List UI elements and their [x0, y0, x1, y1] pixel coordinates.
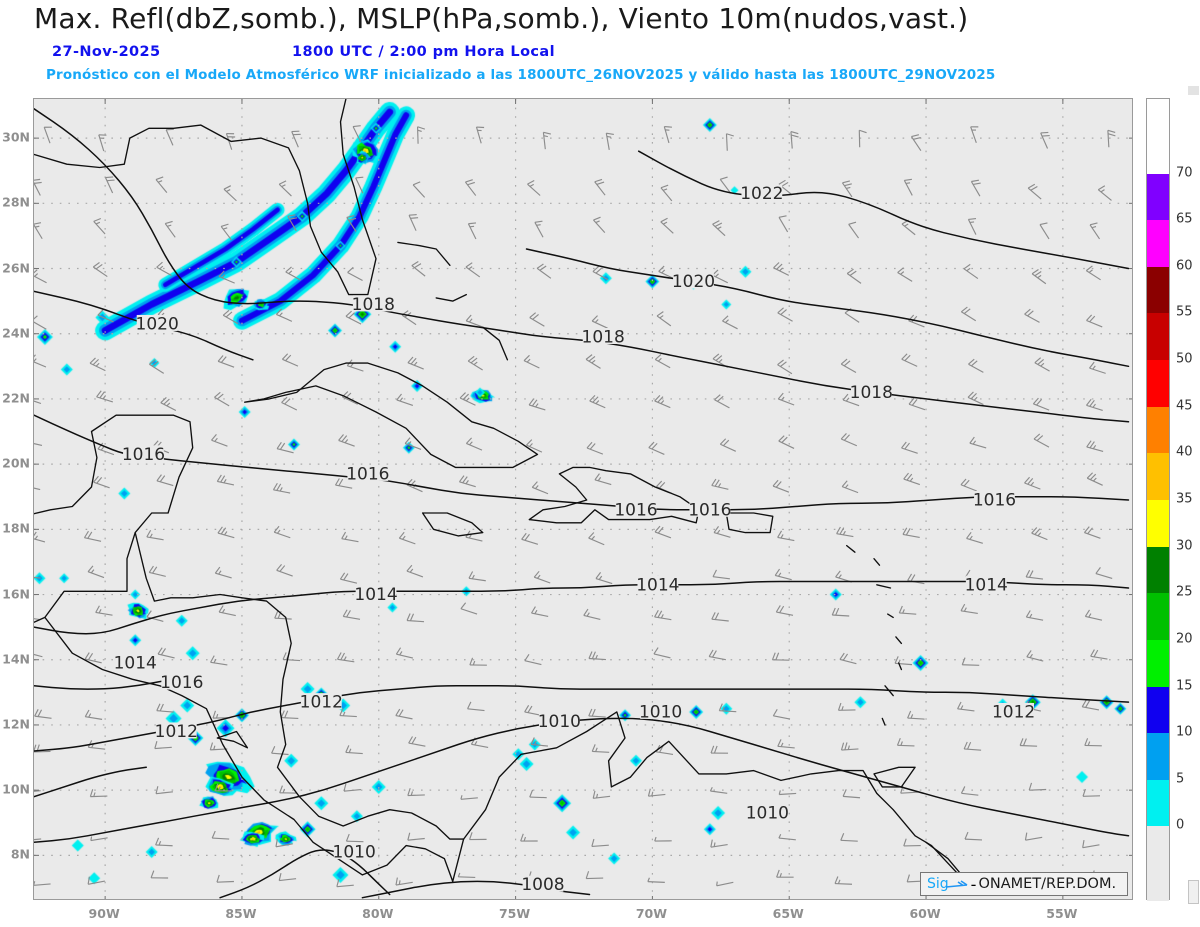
isobar-label: 1018 — [352, 295, 395, 315]
colorbar-segment-65-70 — [1147, 173, 1169, 221]
isobar-label: 1016 — [346, 464, 389, 484]
lat-tick-10n: 10N — [2, 781, 30, 797]
wind-barb-icon — [945, 877, 971, 891]
isobar-label: 1014 — [354, 585, 397, 605]
isobar-label: 1008 — [521, 875, 564, 895]
colorbar-segment-60-65 — [1147, 220, 1169, 267]
isobar-label: 1020 — [136, 314, 179, 334]
isobar-label: 1016 — [614, 500, 657, 520]
colorbar-segment-10-15 — [1147, 686, 1169, 734]
lat-tick-28n: 28N — [2, 194, 30, 210]
scrollbar-artifact-top — [1188, 86, 1199, 95]
lon-tick-65w: 65W — [772, 906, 804, 921]
coastline-layer — [34, 99, 985, 896]
colorbar-tick-15: 15 — [1176, 678, 1193, 693]
lat-tick-20n: 20N — [2, 455, 30, 471]
title-block: Max. Refl(dbZ,somb.), MSLP(hPa,somb.), V… — [0, 0, 1200, 96]
colorbar-segment-50-55 — [1147, 313, 1169, 361]
colorbar-segment-25-30 — [1147, 546, 1169, 594]
colorbar-segment-30-35 — [1147, 500, 1169, 547]
colorbar-segment-under — [1147, 826, 1169, 901]
isobar-label: 1018 — [850, 383, 893, 403]
colorbar-segment-15-20 — [1147, 639, 1169, 687]
isobar-label: 1012 — [155, 722, 198, 742]
colorbar-segment-45-50 — [1147, 360, 1169, 407]
colorbar-tick-35: 35 — [1176, 491, 1193, 507]
colorbar-segment-0-5 — [1147, 779, 1169, 827]
colorbar-segment-5-10 — [1147, 733, 1169, 780]
wind-barb-field — [34, 125, 1116, 889]
colorbar-tick-0: 0 — [1176, 817, 1185, 833]
colorbar-tick-40: 40 — [1176, 444, 1193, 460]
isobar-label: 1020 — [672, 272, 715, 292]
colorbar-segment-over — [1147, 99, 1169, 174]
lat-tick-22n: 22N — [2, 390, 30, 406]
lat-tick-18n: 18N — [2, 520, 30, 536]
isobar-label: 1014 — [965, 575, 1008, 595]
forecast-time: 1800 UTC / 2:00 pm Hora Local — [292, 44, 555, 60]
isobar-label: 1014 — [636, 575, 679, 595]
colorbar-tick-10: 10 — [1176, 724, 1193, 740]
lat-tick-12n: 12N — [2, 716, 30, 732]
colorbar-tick-60: 60 — [1176, 258, 1193, 274]
sig-label: Sig — [927, 876, 949, 892]
axis-ticks — [34, 99, 1132, 899]
colorbar-segment-20-25 — [1147, 593, 1169, 640]
lat-tick-26n: 26N — [2, 260, 30, 276]
colorbar-tick-50: 50 — [1176, 351, 1193, 367]
lon-tick-55w: 55W — [1046, 906, 1078, 921]
colorbar-segment-55-60 — [1147, 266, 1169, 314]
colorbar-tick-55: 55 — [1176, 304, 1193, 320]
lon-tick-70w: 70W — [635, 906, 667, 921]
graticule — [34, 99, 1132, 899]
scrollbar-artifact[interactable] — [1188, 880, 1199, 904]
source-legend-box: Sig - ONAMET/REP.DOM. — [920, 872, 1128, 896]
isobar-label: 1010 — [746, 803, 789, 823]
isobar-label: 1012 — [992, 702, 1035, 722]
colorbar-tick-20: 20 — [1176, 631, 1193, 647]
lon-tick-85w: 85W — [225, 906, 257, 921]
isobar-label: 1022 — [740, 184, 783, 204]
isobar-label: 1014 — [114, 654, 157, 674]
colorbar-segment-40-45 — [1147, 406, 1169, 454]
colorbar-segment-35-40 — [1147, 453, 1169, 500]
colorbar-tick-45: 45 — [1176, 398, 1193, 414]
forecast-date: 27-Nov-2025 — [52, 44, 161, 60]
colorbar-tick-25: 25 — [1176, 584, 1193, 600]
legend-separator: - — [970, 874, 977, 894]
lat-tick-16n: 16N — [2, 586, 30, 602]
lon-tick-90w: 90W — [88, 906, 120, 921]
isobar-label-layer: 1022 1020 1020 1018 1018 1018 1016 1016 1016 1016… — [114, 184, 1036, 895]
latitude-axis: 30N 28N 26N 24N 22N 20N 18N 16N 14N 12N 10N 8N — [0, 0, 33, 927]
lon-tick-60w: 60W — [909, 906, 941, 921]
map-overlay-layer: 1022 1020 1020 1018 1018 1018 1016 1016 1016 1016… — [34, 99, 1132, 899]
colorbar-tick-65: 65 — [1176, 211, 1193, 227]
isobar-label: 1010 — [639, 702, 682, 722]
colorbar-tick-5: 5 — [1176, 771, 1185, 787]
isobar-label: 1012 — [300, 693, 343, 713]
isobar-label: 1010 — [333, 843, 376, 863]
forecast-model-note: Pronóstico con el Modelo Atmosférico WRF… — [46, 67, 996, 83]
isobar-label: 1018 — [582, 327, 625, 347]
isobar-label: 1016 — [688, 500, 731, 520]
weather-map[interactable]: 1022 1020 1020 1018 1018 1018 1016 1016 1016 1016… — [33, 98, 1133, 900]
source-attribution: ONAMET/REP.DOM. — [978, 876, 1117, 892]
page-title: Max. Refl(dbZ,somb.), MSLP(hPa,somb.), V… — [34, 2, 969, 35]
mslp-isobar-layer — [34, 108, 1130, 899]
lon-tick-75w: 75W — [498, 906, 531, 921]
lat-tick-14n: 14N — [2, 651, 30, 667]
reflectivity-colorbar — [1146, 98, 1170, 901]
isobar-label: 1010 — [538, 712, 581, 732]
isobar-label: 1016 — [160, 673, 203, 693]
colorbar-tick-30: 30 — [1176, 538, 1193, 554]
isobar-label: 1016 — [973, 491, 1016, 511]
isobar-label: 1016 — [122, 445, 165, 465]
lat-tick-30n: 30N — [2, 129, 30, 145]
lat-tick-8n: 8N — [10, 846, 30, 862]
subtitle-row: 27-Nov-2025 1800 UTC / 2:00 pm Hora Loca… — [52, 44, 1152, 64]
lat-tick-24n: 24N — [2, 325, 30, 341]
colorbar-tick-70: 70 — [1176, 165, 1193, 181]
lon-tick-80w: 80W — [362, 906, 394, 921]
